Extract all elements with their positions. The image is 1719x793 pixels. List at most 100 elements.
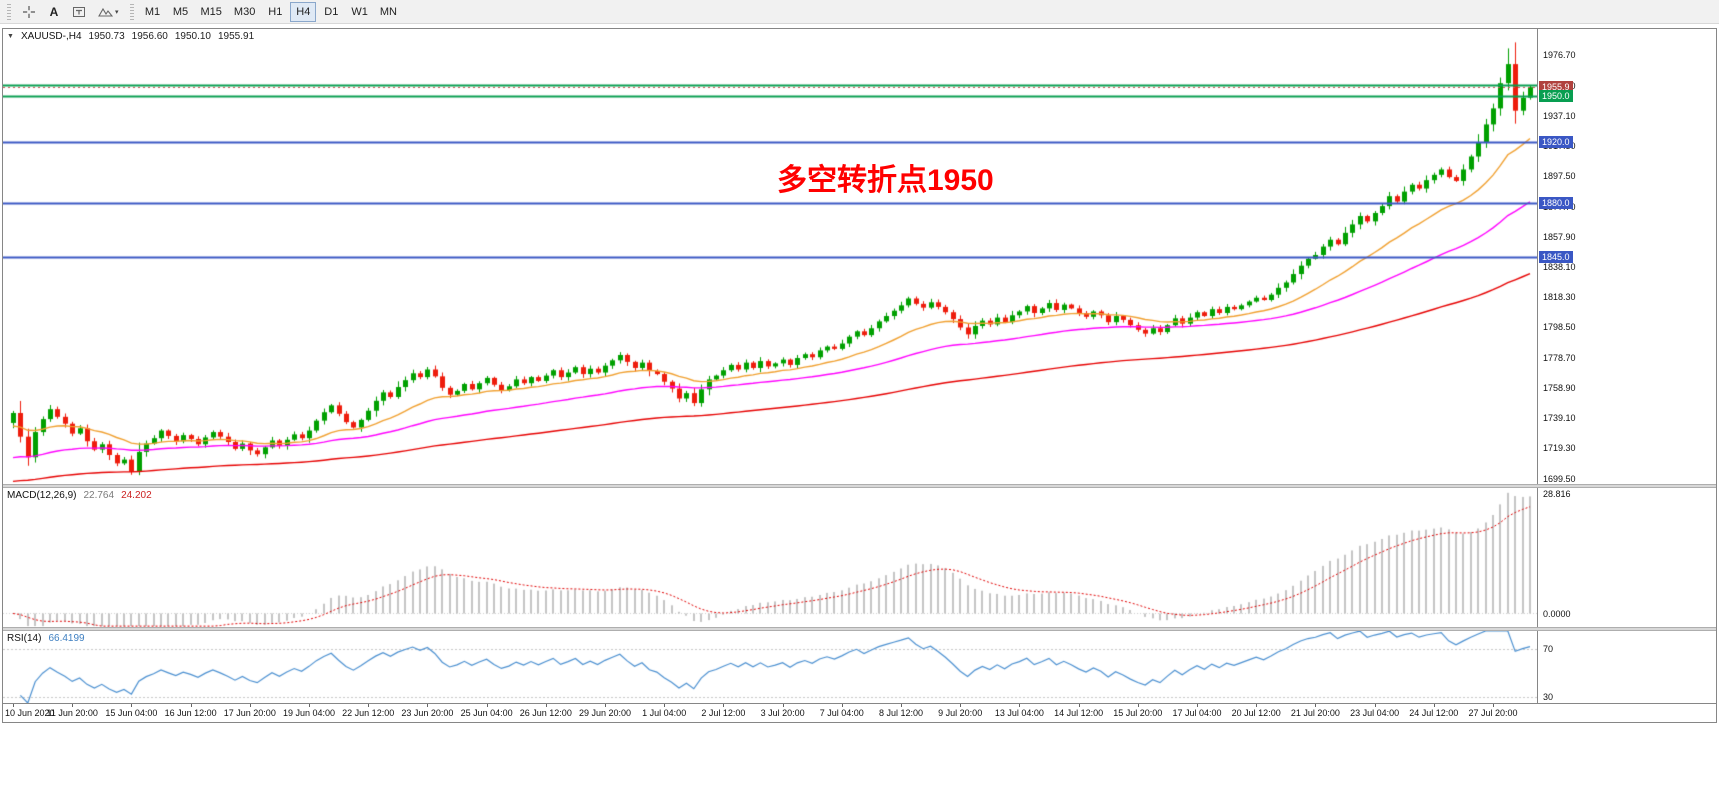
time-tick: [1256, 704, 1258, 707]
price-axis-label: 1719.30: [1543, 443, 1576, 454]
time-axis-label: 17 Jul 04:00: [1172, 708, 1222, 718]
symbol-label: XAUUSD-,H4: [20, 31, 82, 42]
timeframe-button-m30[interactable]: M30: [229, 2, 260, 22]
time-axis-label: 19 Jun 04:00: [282, 708, 336, 718]
time-tick: [1197, 704, 1198, 707]
macd-signal-value: 24.202: [121, 490, 152, 501]
text-label-icon: [72, 5, 86, 19]
time-tick: [960, 704, 962, 707]
time-tick: [545, 704, 547, 707]
time-tick: [1137, 704, 1139, 707]
time-axis-label: 27 Jul 20:00: [1468, 708, 1518, 718]
toolbar-grip[interactable]: [129, 3, 134, 20]
macd-axis[interactable]: 28.816 0.0000: [1537, 488, 1716, 627]
timeframe-button-m5[interactable]: M5: [168, 2, 194, 22]
price-panel-header: ▼ XAUUSD-,H4 1950.73 1956.60 1950.10 195…: [7, 31, 254, 42]
rsi-axis-label: 30: [1543, 692, 1554, 702]
time-axis-label: 25 Jun 04:00: [460, 708, 513, 718]
time-axis-label: 29 Jun 20:00: [578, 708, 632, 718]
time-axis-label: 15 Jul 20:00: [1113, 708, 1163, 718]
price-axis-label: 1798.50: [1543, 322, 1576, 333]
price-badge: 1950.0: [1539, 90, 1573, 103]
time-axis-label: 15 Jun 04:00: [105, 708, 158, 718]
price-axis-label: 1937.10: [1543, 110, 1576, 121]
time-tick: [368, 704, 370, 707]
price-badge: 1845.0: [1539, 250, 1573, 263]
time-tick: [249, 704, 251, 707]
ohlc-high: 1956.60: [131, 31, 168, 42]
price-chart-canvas[interactable]: [3, 29, 1537, 484]
time-tick: [901, 704, 902, 707]
time-tick: [1019, 704, 1021, 707]
crosshair-tool-button[interactable]: [17, 2, 41, 22]
price-axis-label: 1758.90: [1543, 382, 1576, 393]
time-axis-label: 3 Jul 20:00: [760, 708, 805, 718]
timeframe-button-h1[interactable]: H1: [262, 2, 288, 22]
time-axis-label: 24 Jul 12:00: [1409, 708, 1459, 718]
time-axis-label: 17 Jun 20:00: [223, 708, 276, 718]
text-tool-button[interactable]: A: [43, 2, 65, 22]
price-badge: 1955.9: [1539, 81, 1573, 94]
rsi-panel: RSI(14) 66.4199 70 30: [3, 631, 1716, 703]
ohlc-close: 1955.91: [217, 31, 255, 42]
price-axis-label: 1897.50: [1543, 171, 1576, 182]
time-axis-label: 1 Jul 04:00: [642, 708, 687, 718]
time-tick: [190, 704, 192, 707]
time-tick: [605, 704, 606, 707]
toolbar-grip[interactable]: [7, 3, 11, 20]
collapse-triangle-icon[interactable]: ▼: [7, 33, 14, 40]
price-axis-label: 1857.90: [1543, 231, 1576, 242]
time-axis-label: 8 Jul 12:00: [878, 708, 924, 718]
timeframe-button-m15[interactable]: M15: [196, 2, 227, 22]
panel-splitter[interactable]: [3, 627, 1716, 631]
macd-chart-canvas[interactable]: [3, 488, 1537, 627]
rsi-axis[interactable]: 70 30: [1537, 631, 1716, 703]
label-tool-button[interactable]: [67, 2, 91, 22]
rsi-panel-header: RSI(14) 66.4199: [7, 633, 85, 644]
time-tick: [664, 704, 666, 707]
rsi-label: RSI(14): [7, 633, 42, 644]
time-axis[interactable]: 10 Jun 2020 11 Jun 20:00 15 Jun 04:00 16 Ju…: [3, 703, 1716, 722]
time-tick: [486, 704, 488, 707]
time-tick: [1315, 704, 1317, 707]
price-axis-label: 1739.10: [1543, 413, 1576, 424]
price-axis[interactable]: 1699.50 1719.30 1739.10 1758.90 1778.70 1798.…: [1537, 29, 1716, 484]
price-axis-label: 1699.50: [1543, 473, 1576, 484]
price-axis-label: 1818.30: [1543, 292, 1576, 303]
time-tick: [1493, 704, 1494, 707]
macd-axis-label: 0.0000: [1543, 608, 1571, 619]
time-axis-label: 22 Jun 12:00: [342, 708, 395, 718]
time-axis-label: 23 Jun 20:00: [401, 708, 454, 718]
shapes-icon: [98, 5, 113, 19]
timeframes-toolbar: M1 M5 M15 M30 H1 H4 D1 W1 MN: [140, 1, 402, 22]
timeframe-button-h4[interactable]: H4: [290, 1, 317, 22]
timeframe-button-m1[interactable]: M1: [140, 2, 166, 22]
price-badge: 1920.0: [1539, 135, 1573, 148]
time-axis-label: 20 Jul 12:00: [1231, 708, 1281, 718]
chart-window: ▼ XAUUSD-,H4 1950.73 1956.60 1950.10 195…: [2, 28, 1717, 723]
time-tick: [309, 704, 310, 707]
price-badge: 1880.0: [1539, 197, 1573, 210]
time-axis-label: 14 Jul 12:00: [1054, 708, 1104, 718]
shapes-dropdown-button[interactable]: ▾: [93, 2, 124, 22]
time-tick: [1433, 704, 1435, 707]
chart-annotation-text[interactable]: 多空转折点1950: [777, 164, 994, 197]
time-axis-label: 10 Jun 2020: [5, 708, 55, 718]
macd-panel-header: MACD(12,26,9) 22.764 24.202: [7, 490, 152, 501]
toolbar: A ▾ M1 M5 M15 M30 H1 H4 D: [0, 0, 1719, 24]
time-tick: [427, 704, 429, 707]
price-axis-label: 1778.70: [1543, 352, 1576, 363]
time-tick: [782, 704, 784, 707]
panel-splitter[interactable]: [3, 484, 1716, 488]
time-axis-label: 7 Jul 04:00: [819, 708, 864, 718]
timeframe-button-d1[interactable]: D1: [318, 2, 344, 22]
rsi-chart-canvas[interactable]: [3, 631, 1537, 703]
price-axis-label: 1838.10: [1543, 262, 1576, 273]
timeframe-button-mn[interactable]: MN: [375, 2, 402, 22]
dropdown-caret-icon: ▾: [115, 8, 119, 16]
timeframe-button-w1[interactable]: W1: [346, 2, 373, 22]
macd-axis-label: 28.816: [1543, 489, 1571, 499]
time-axis-label: 26 Jun 12:00: [519, 708, 572, 718]
time-tick: [723, 704, 725, 707]
